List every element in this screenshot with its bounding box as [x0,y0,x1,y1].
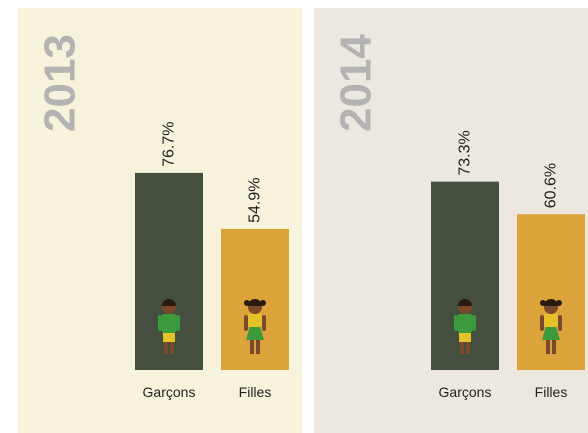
arm [558,315,562,331]
value-label: 54.9% [247,178,264,223]
arm [472,315,476,331]
chart: 2013 76.7% Garçons 54.9% Filles 2014 73.3% Garç… [0,0,588,433]
panel: 2014 73.3% Garçons 60.6% Filles [314,8,588,433]
arm [176,315,180,331]
bar [517,214,585,370]
hair-bun [556,300,562,306]
category-label: Garçons [143,384,196,400]
arm [244,315,248,331]
shirt [248,314,262,327]
hair-bun [540,300,546,306]
value-label: 76.7% [161,122,178,167]
arm [454,315,458,331]
panel: 2013 76.7% Garçons 54.9% Filles [18,8,302,433]
category-label: Filles [535,384,568,400]
panel-title: 2014 [332,34,381,132]
shirt [162,314,176,333]
arm [158,315,162,331]
value-label: 60.6% [543,163,560,208]
leg [164,340,168,354]
category-label: Filles [239,384,272,400]
shorts [459,332,471,342]
arm [540,315,544,331]
leg [466,340,470,354]
leg [170,340,174,354]
leg [546,340,550,354]
leg [460,340,464,354]
hair-bun [244,300,250,306]
shirt [458,314,472,333]
hair-bun [260,300,266,306]
panel-title: 2013 [36,34,85,132]
arm [262,315,266,331]
category-label: Garçons [439,384,492,400]
shirt [544,314,558,327]
leg [256,340,260,354]
shorts [163,332,175,342]
leg [250,340,254,354]
leg [552,340,556,354]
value-label: 73.3% [457,130,474,175]
